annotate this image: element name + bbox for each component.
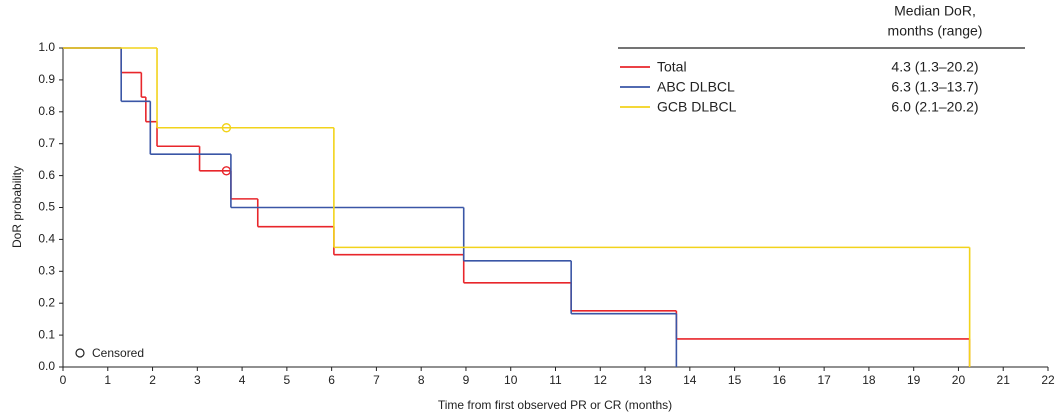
censored-legend-marker — [75, 348, 85, 358]
x-tick-label: 5 — [284, 373, 291, 387]
y-tick-label: 0.0 — [38, 359, 55, 373]
x-tick-label: 22 — [1041, 373, 1055, 387]
y-tick-label: 0.1 — [38, 327, 55, 341]
x-tick-label: 14 — [683, 373, 697, 387]
x-tick-label: 21 — [997, 373, 1011, 387]
x-tick-label: 18 — [862, 373, 876, 387]
y-tick-label: 1.0 — [38, 40, 55, 54]
x-tick-label: 20 — [952, 373, 966, 387]
x-tick-label: 1 — [104, 373, 111, 387]
x-tick-label: 10 — [504, 373, 518, 387]
x-tick-label: 6 — [328, 373, 335, 387]
x-tick-label: 0 — [60, 373, 67, 387]
y-tick-label: 0.5 — [38, 200, 55, 214]
y-axis-label: DoR probability — [10, 166, 24, 248]
legend-median: 6.0 (2.1–20.2) — [891, 99, 978, 115]
y-tick-label: 0.8 — [38, 104, 55, 118]
legend-label: GCB DLBCL — [657, 99, 737, 115]
x-tick-label: 8 — [418, 373, 425, 387]
y-tick-label: 0.7 — [38, 136, 55, 150]
x-axis-label: Time from first observed PR or CR (month… — [438, 398, 672, 412]
x-tick-label: 16 — [773, 373, 787, 387]
legend-median: 4.3 (1.3–20.2) — [891, 59, 978, 75]
legend-median: 6.3 (1.3–13.7) — [891, 79, 978, 95]
x-tick-label: 15 — [728, 373, 742, 387]
y-tick-label: 0.4 — [38, 232, 55, 246]
censored-legend-label: Censored — [92, 346, 144, 360]
x-tick-label: 4 — [239, 373, 246, 387]
y-tick-label: 0.2 — [38, 295, 55, 309]
x-tick-label: 19 — [907, 373, 921, 387]
x-tick-label: 2 — [149, 373, 156, 387]
x-tick-label: 7 — [373, 373, 380, 387]
y-tick-label: 0.6 — [38, 168, 55, 182]
x-tick-label: 9 — [463, 373, 470, 387]
x-tick-label: 12 — [594, 373, 608, 387]
x-tick-label: 3 — [194, 373, 201, 387]
y-tick-label: 0.9 — [38, 72, 55, 86]
censor-marker — [221, 123, 232, 133]
legend-label: ABC DLBCL — [657, 79, 735, 95]
y-tick-label: 0.3 — [38, 263, 55, 277]
legend-header: Median DoR, — [894, 3, 976, 19]
legend-header: months (range) — [888, 23, 983, 39]
x-tick-label: 13 — [638, 373, 652, 387]
x-tick-label: 17 — [817, 373, 831, 387]
x-tick-label: 11 — [549, 373, 562, 387]
legend-label: Total — [657, 59, 687, 75]
